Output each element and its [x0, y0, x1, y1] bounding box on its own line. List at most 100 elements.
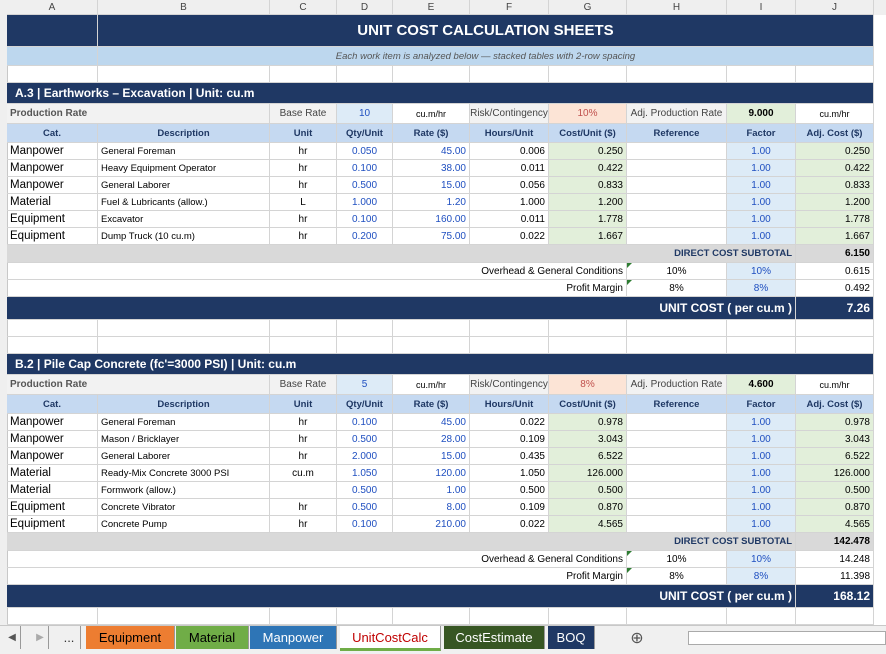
- row-number-strip: [0, 15, 8, 625]
- cell: [549, 320, 627, 337]
- data-cell: 2.000: [337, 448, 393, 465]
- data-cell: 0.978: [796, 414, 874, 431]
- subtitle: Each work item is analyzed below — stack…: [98, 47, 874, 66]
- data-cell: 6.522: [796, 448, 874, 465]
- column-title: Factor: [727, 124, 796, 143]
- data-cell: Heavy Equipment Operator: [98, 160, 270, 177]
- cell: [627, 337, 727, 354]
- data-cell: [627, 211, 727, 228]
- comment-marker: [627, 568, 632, 573]
- risk: 8%: [549, 375, 627, 395]
- column-header: H: [627, 0, 727, 15]
- tab[interactable]: Equipment: [86, 626, 175, 649]
- cell: [7, 608, 98, 625]
- label: Overhead & General Conditions: [470, 551, 627, 568]
- data-cell: 45.00: [393, 143, 470, 160]
- column-header: E: [393, 0, 470, 15]
- data-cell: [627, 465, 727, 482]
- column-header: C: [270, 0, 337, 15]
- tab[interactable]: CostEstimate: [444, 626, 545, 649]
- data-cell: 1.667: [549, 228, 627, 245]
- cell: [727, 320, 796, 337]
- column-header: J: [796, 0, 874, 15]
- factor-pct: 8%: [727, 568, 796, 585]
- tab[interactable]: Manpower: [250, 626, 337, 649]
- data-cell: 15.00: [393, 448, 470, 465]
- data-cell: [627, 414, 727, 431]
- data-cell: 1.050: [470, 465, 549, 482]
- data-cell: 1.00: [727, 414, 796, 431]
- data-cell: Manpower: [7, 448, 98, 465]
- pct: 8%: [627, 280, 727, 297]
- data-cell: 0.422: [549, 160, 627, 177]
- cell: [727, 66, 796, 83]
- cell: [7, 263, 470, 280]
- cell: [337, 320, 393, 337]
- cell: [627, 608, 727, 625]
- add-sheet[interactable]: ⊕: [630, 629, 644, 647]
- data-cell: 3.043: [796, 431, 874, 448]
- cell: [7, 568, 470, 585]
- data-cell: 1.00: [727, 143, 796, 160]
- cell: [627, 320, 727, 337]
- column-title: Qty/Unit: [337, 395, 393, 414]
- column-title: Reference: [627, 124, 727, 143]
- data-cell: Excavator: [98, 211, 270, 228]
- data-cell: Equipment: [7, 516, 98, 533]
- cell: [270, 608, 337, 625]
- data-cell: General Laborer: [98, 448, 270, 465]
- more-tabs[interactable]: ...: [58, 626, 81, 649]
- data-cell: Material: [7, 194, 98, 211]
- data-cell: 210.00: [393, 516, 470, 533]
- active-tab[interactable]: UnitCostCalc: [340, 626, 441, 651]
- data-cell: 0.500: [549, 482, 627, 499]
- data-cell: 0.500: [337, 482, 393, 499]
- tab[interactable]: Material: [176, 626, 249, 649]
- tab[interactable]: BOQ: [548, 626, 595, 649]
- horizontal-scrollbar[interactable]: [688, 631, 886, 645]
- data-cell: hr: [270, 143, 337, 160]
- column-title: Hours/Unit: [470, 395, 549, 414]
- column-header: D: [337, 0, 393, 15]
- cell: [7, 551, 470, 568]
- data-cell: Material: [7, 465, 98, 482]
- cell: [796, 320, 874, 337]
- column-title: Factor: [727, 395, 796, 414]
- adj-rate: 4.600: [727, 375, 796, 395]
- data-cell: 0.870: [796, 499, 874, 516]
- column-header: B: [98, 0, 270, 15]
- label: Base Rate: [270, 375, 337, 395]
- column-title: Unit: [270, 124, 337, 143]
- data-cell: 1.00: [727, 177, 796, 194]
- section-header: A.3 | Earthworks – Excavation | Unit: cu…: [7, 83, 874, 104]
- data-cell: 0.250: [549, 143, 627, 160]
- value: 0.615: [796, 263, 874, 280]
- data-cell: 45.00: [393, 414, 470, 431]
- data-cell: 6.522: [549, 448, 627, 465]
- data-cell: 0.022: [470, 414, 549, 431]
- cell: [7, 66, 98, 83]
- column-title: Reference: [627, 395, 727, 414]
- data-cell: 0.100: [337, 160, 393, 177]
- data-cell: 4.565: [549, 516, 627, 533]
- data-cell: 3.043: [549, 431, 627, 448]
- scroll-left[interactable]: ◀: [4, 626, 21, 649]
- data-cell: General Foreman: [98, 143, 270, 160]
- adj-rate: 9.000: [727, 104, 796, 124]
- data-cell: 0.011: [470, 211, 549, 228]
- scroll-right[interactable]: ▶: [32, 626, 49, 649]
- cell: [470, 320, 549, 337]
- data-cell: hr: [270, 228, 337, 245]
- data-cell: 0.100: [337, 211, 393, 228]
- label: Production Rate: [7, 375, 270, 395]
- data-cell: [627, 448, 727, 465]
- data-cell: hr: [270, 499, 337, 516]
- data-cell: L: [270, 194, 337, 211]
- cell: [470, 608, 549, 625]
- cell: [796, 337, 874, 354]
- data-cell: 8.00: [393, 499, 470, 516]
- value: 11.398: [796, 568, 874, 585]
- pct: 10%: [627, 551, 727, 568]
- data-cell: 1.00: [727, 194, 796, 211]
